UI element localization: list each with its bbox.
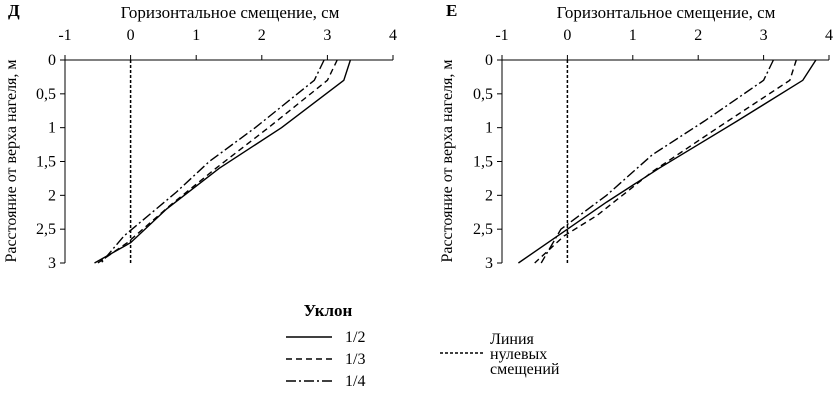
series-line-1-4 xyxy=(540,59,775,264)
y-axis-title: Расстояние от верха нагеля, м xyxy=(3,59,20,262)
panel-d: Д Горизонтальное смещение, см Расстояние… xyxy=(3,1,397,272)
x-tick-label: 1 xyxy=(629,27,637,44)
legend-title: Уклон xyxy=(304,301,353,320)
series-line-1-3 xyxy=(97,59,338,264)
x-axis-title: Горизонтальное смещение, см xyxy=(121,3,340,22)
x-tick-label: 4 xyxy=(825,27,833,44)
zero-line-label: нулевых xyxy=(490,346,547,363)
zero-line-label: смещений xyxy=(490,361,560,378)
series-line-1-2 xyxy=(94,59,352,264)
y-tick-label: 2,5 xyxy=(473,221,493,238)
series-line-1-4 xyxy=(100,59,325,264)
panel-e: Е Горизонтальное смещение, см Расстояние… xyxy=(439,1,833,272)
x-tick-label: 3 xyxy=(760,27,768,44)
y-tick-label: 2 xyxy=(485,187,493,204)
zero-line-label: Линия xyxy=(490,331,535,348)
x-tick-label: 2 xyxy=(258,27,266,44)
y-tick-label: 1 xyxy=(485,120,493,137)
x-tick-label: -1 xyxy=(58,27,71,44)
y-tick-label: 2 xyxy=(48,187,56,204)
y-tick-label: 1 xyxy=(48,120,56,137)
x-tick-label: 0 xyxy=(563,27,571,44)
x-tick-label: 3 xyxy=(323,27,331,44)
y-tick-label: 2,5 xyxy=(36,221,56,238)
y-tick-label: 0 xyxy=(48,52,56,69)
legend-item-label: 1/2 xyxy=(345,329,365,346)
panel-label: Д xyxy=(8,1,20,20)
series-line-1-3 xyxy=(534,59,797,264)
y-tick-label: 0,5 xyxy=(36,86,56,103)
legend-item-label: 1/4 xyxy=(345,373,365,390)
x-tick-label: 1 xyxy=(192,27,200,44)
legend: Уклон 1/2 1/3 1/4 Линия нулевых смещений xyxy=(286,301,560,390)
y-tick-label: 0 xyxy=(485,52,493,69)
y-tick-label: 3 xyxy=(48,255,56,272)
x-tick-label: 2 xyxy=(694,27,702,44)
panel-label: Е xyxy=(446,1,457,20)
series-line-1-2 xyxy=(518,59,817,264)
x-axis-title: Горизонтальное смещение, см xyxy=(557,3,776,22)
y-axis-title: Расстояние от верха нагеля, м xyxy=(439,59,456,262)
y-tick-label: 3 xyxy=(485,255,493,272)
x-tick-label: -1 xyxy=(495,27,508,44)
y-tick-label: 1,5 xyxy=(36,154,56,171)
x-tick-label: 0 xyxy=(127,27,135,44)
legend-item-label: 1/3 xyxy=(345,351,365,368)
x-tick-label: 4 xyxy=(389,27,397,44)
y-tick-label: 1,5 xyxy=(473,154,493,171)
y-tick-label: 0,5 xyxy=(473,86,493,103)
